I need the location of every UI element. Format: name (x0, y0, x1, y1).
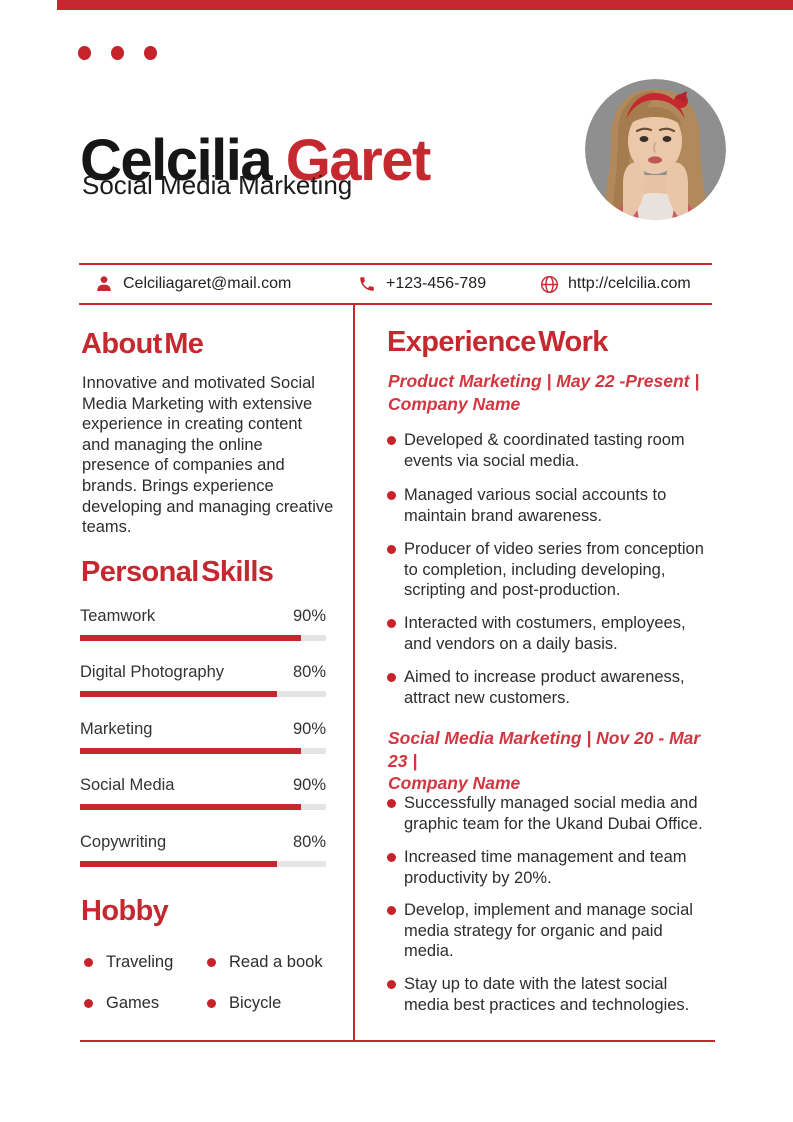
person-name: Celcilia Garet (80, 127, 432, 193)
contact-email: Celciliagaret@mail.com (94, 265, 291, 303)
bullet-text: Developed & coordinated tasting room eve… (404, 431, 685, 470)
experience-bullet: Interacted with costumers, employees, an… (387, 613, 716, 654)
job-role-line: Product Marketing | May 22 -Present | (388, 371, 700, 391)
bullet-text: Interacted with costumers, employees, an… (404, 614, 686, 653)
website-text: http://celcilia.com (568, 275, 691, 292)
experience-bullet: Successfully managed social media and gr… (387, 793, 716, 834)
experience-bullet: Aimed to increase product awareness, att… (387, 667, 716, 708)
skill-bar-track (80, 748, 326, 754)
skill-row: Social Media 90% (80, 776, 326, 810)
hobby-item: Bicycle (207, 994, 281, 1013)
hobby-item: Traveling (84, 953, 173, 972)
experience-title: Experience Work (387, 326, 608, 358)
column-divider (353, 305, 355, 1040)
experience-bullet: Producer of video series from conception… (387, 539, 716, 601)
experience-bullet: Increased time management and team produ… (387, 847, 716, 888)
skill-bar-fill (80, 691, 277, 697)
skill-label: Social Media (80, 776, 175, 794)
phone-text: +123-456-789 (386, 275, 487, 292)
skill-label: Marketing (80, 720, 153, 738)
skill-percent: 90% (292, 607, 326, 625)
dot-icon (78, 46, 91, 60)
experience-bullet: Develop, implement and manage social med… (387, 900, 716, 962)
job-heading: Product Marketing | May 22 -Present | Co… (388, 370, 708, 415)
bullet-icon (387, 799, 396, 808)
skill-bar-track (80, 691, 326, 697)
bullet-icon (387, 673, 396, 682)
hobby-label: Traveling (106, 953, 174, 971)
skill-label: Digital Photography (80, 663, 225, 681)
skill-bar-track (80, 804, 326, 810)
about-text: Innovative and motivated Social Media Ma… (82, 374, 334, 537)
skill-row: Teamwork 90% (80, 607, 326, 641)
bullet-text: Managed various social accounts to maint… (404, 486, 667, 525)
bullet-icon (387, 436, 396, 445)
bullet-text: Aimed to increase product awareness, att… (404, 668, 685, 707)
experience-bullet: Stay up to date with the latest social m… (387, 974, 716, 1015)
job-heading: Social Media Marketing | Nov 20 - Mar 23… (388, 727, 708, 795)
dot-icon (111, 46, 124, 60)
last-name: Garet (285, 127, 432, 193)
phone-icon (357, 274, 377, 294)
bullet-text: Successfully managed social media and gr… (404, 794, 703, 833)
skill-percent: 80% (292, 833, 326, 851)
skill-label: Teamwork (80, 607, 156, 625)
bullet-icon (84, 958, 93, 967)
experience-bullet: Managed various social accounts to maint… (387, 485, 716, 526)
skill-percent: 80% (292, 663, 326, 681)
bullet-icon (207, 958, 216, 967)
top-accent-bar (57, 0, 793, 10)
skill-label: Copywriting (80, 833, 167, 851)
bullet-icon (387, 491, 396, 500)
email-text: Celciliagaret@mail.com (123, 275, 292, 292)
bullet-icon (84, 999, 93, 1008)
hobby-item: Read a book (207, 953, 323, 972)
skill-row: Digital Photography 80% (80, 663, 326, 697)
bullet-icon (387, 853, 396, 862)
skill-bar-fill (80, 861, 277, 867)
job-role-line: Social Media Marketing | Nov 20 - Mar 23… (388, 728, 701, 771)
bullet-icon (387, 980, 396, 989)
job-company-line: Company Name (388, 393, 521, 414)
bullet-text: Stay up to date with the latest social m… (404, 975, 690, 1014)
about-title: About Me (81, 328, 204, 360)
skill-percent: 90% (292, 720, 326, 738)
bullet-text: Producer of video series from conception… (404, 540, 704, 600)
bullet-icon (387, 619, 396, 628)
profile-photo (585, 79, 726, 220)
skill-bar-fill (80, 635, 302, 641)
skills-title: Personal Skills (81, 556, 274, 588)
contact-bar: Celciliagaret@mail.com +123-456-789 http… (79, 263, 712, 305)
hobby-label: Games (106, 994, 160, 1012)
skill-bar-fill (80, 748, 302, 754)
bullet-icon (387, 545, 396, 554)
skill-bar-track (80, 635, 326, 641)
job-company-line: Company Name (388, 773, 521, 793)
job-title: Social Media Marketing (82, 170, 353, 200)
globe-icon (539, 274, 559, 294)
hobby-label: Read a book (229, 953, 323, 971)
contact-phone: +123-456-789 (357, 265, 486, 303)
first-name: Celcilia (80, 127, 273, 193)
hobby-item: Games (84, 994, 159, 1013)
hobby-title: Hobby (81, 895, 169, 927)
bullet-text: Develop, implement and manage social med… (404, 901, 693, 961)
contact-website: http://celcilia.com (539, 265, 691, 303)
skill-bar-track (80, 861, 326, 867)
person-icon (94, 274, 114, 294)
profile-photo-illustration (585, 79, 726, 220)
bullet-text: Increased time management and team produ… (404, 848, 687, 887)
skill-row: Copywriting 80% (80, 833, 326, 867)
decor-dots (78, 46, 157, 60)
skill-row: Marketing 90% (80, 720, 326, 754)
hobby-label: Bicycle (229, 994, 282, 1012)
skill-percent: 90% (292, 776, 326, 794)
bottom-accent-line (80, 1040, 715, 1042)
bullet-icon (387, 906, 396, 915)
bullet-icon (207, 999, 216, 1008)
skill-bar-fill (80, 804, 302, 810)
dot-icon (144, 46, 157, 60)
experience-bullet: Developed & coordinated tasting room eve… (387, 430, 716, 471)
